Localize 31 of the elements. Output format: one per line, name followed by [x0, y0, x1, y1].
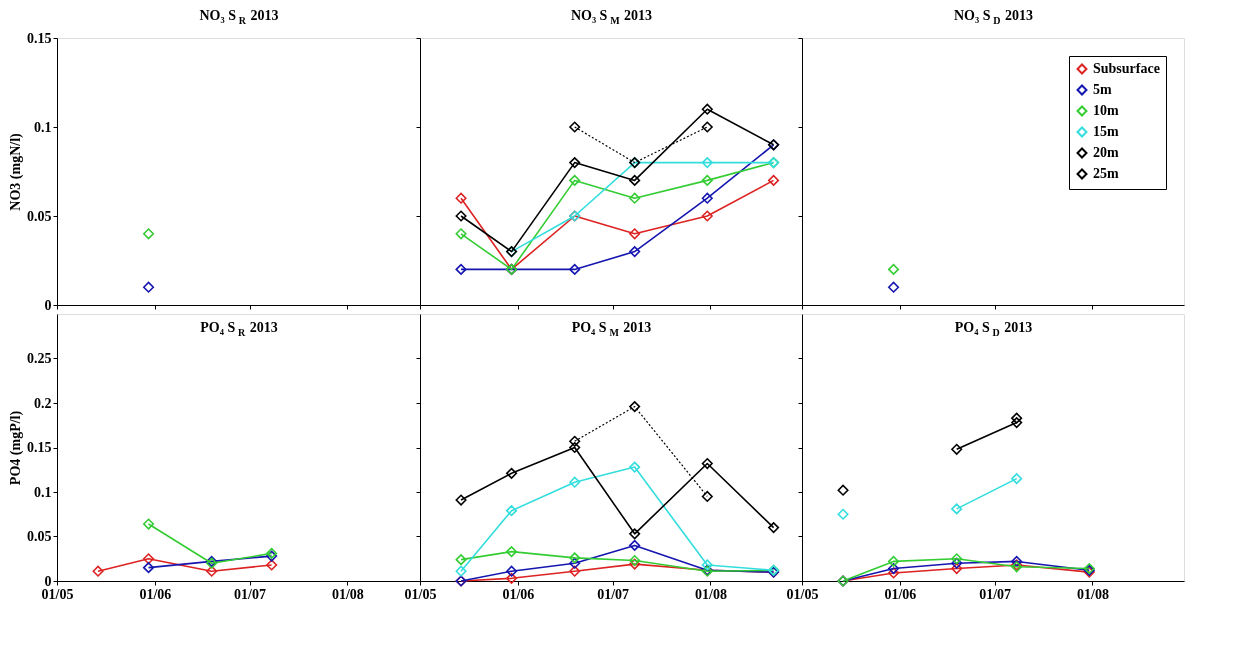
y-tick-label: 0.05	[27, 529, 52, 544]
x-tick-label: 01/06	[502, 586, 535, 602]
x-tick-label: 01/05	[786, 586, 819, 602]
legend-label: 5m	[1093, 82, 1112, 97]
x-tick-label: 01/06	[139, 586, 172, 602]
chart-title: NO₃ SR 2013	[199, 8, 279, 26]
y-axis-title: PO4 (mgP/l)	[8, 410, 24, 486]
y-tick-label: 0	[44, 297, 52, 313]
legend-label: 20m	[1093, 145, 1119, 160]
legend-label: Subsurface	[1093, 61, 1160, 76]
x-tick-label: 01/07	[234, 586, 266, 602]
x-tick-label: 01/07	[979, 586, 1012, 602]
y-tick-label: 0.1	[34, 484, 52, 500]
y-tick-label: 0.25	[27, 351, 52, 366]
x-tick-label: 01/06	[884, 586, 917, 602]
y-tick-label: 0.15	[27, 440, 52, 455]
x-tick-label: 01/08	[1077, 586, 1109, 602]
x-tick-label: 01/05	[41, 586, 74, 602]
x-tick-label: 01/05	[404, 586, 437, 602]
y-tick-label: 0	[44, 573, 52, 589]
y-tick-label: 0.2	[34, 395, 52, 411]
y-tick-label: 0.05	[27, 208, 52, 224]
legend-label: 15m	[1093, 124, 1119, 139]
legend-label: 25m	[1093, 166, 1119, 181]
x-tick-label: 01/08	[695, 586, 727, 602]
x-tick-label: 01/08	[331, 586, 364, 602]
y-axis-title: NO3 (mgN/l)	[8, 132, 24, 211]
legend-label: 10m	[1093, 103, 1119, 118]
x-tick-label: 01/07	[597, 586, 630, 602]
y-tick-label: 0.1	[34, 119, 52, 135]
y-tick-label: 0.15	[27, 30, 52, 46]
